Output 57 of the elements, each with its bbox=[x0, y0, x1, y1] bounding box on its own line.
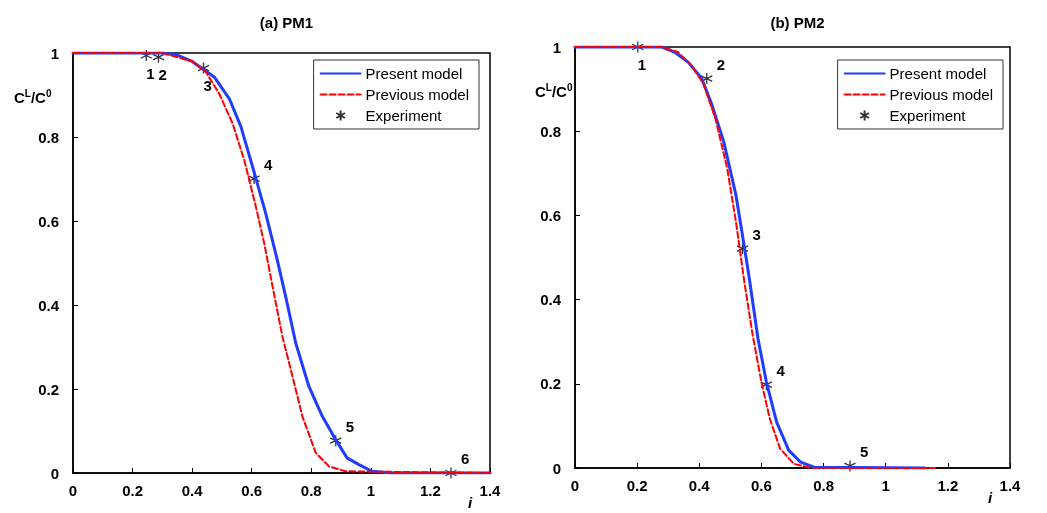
annotation: 1 bbox=[146, 64, 155, 82]
y-tick-label: 0.2 bbox=[540, 375, 561, 393]
x-tick-label: 0 bbox=[68, 482, 78, 499]
annotation: 3 bbox=[203, 77, 212, 95]
legend-label: Experiment bbox=[889, 107, 967, 124]
x-tick-label: 1.4 bbox=[999, 477, 1022, 494]
y-tick-label: 0.8 bbox=[540, 122, 561, 140]
annotation: 1 bbox=[637, 56, 647, 73]
y-axis-title: C$^{L}$/C$^{0}$ bbox=[535, 82, 573, 100]
annotation: 2 bbox=[716, 55, 726, 73]
point bbox=[631, 40, 644, 54]
x-tick-label: 0 bbox=[570, 477, 580, 494]
annotation: 4 bbox=[264, 155, 274, 173]
chart-title: (a) PM1 bbox=[259, 14, 314, 31]
x-tick-label: 0.2 bbox=[122, 482, 143, 499]
y-tick-label: 0.8 bbox=[38, 128, 59, 146]
y-tick-label: 1 bbox=[50, 44, 59, 62]
point bbox=[444, 466, 458, 480]
annotation: 5 bbox=[859, 442, 869, 460]
point bbox=[329, 434, 342, 447]
x-tick-label: 0.8 bbox=[813, 477, 834, 494]
x-tick-label: 0.6 bbox=[751, 477, 772, 494]
x-tick-label: 0.8 bbox=[300, 482, 322, 499]
y-tick-label: 0.4 bbox=[38, 296, 60, 314]
x-tick-label: 1 bbox=[881, 477, 890, 494]
y-tick-label: 1 bbox=[552, 38, 561, 56]
x-tick-label: 0.4 bbox=[181, 482, 204, 499]
x-axis-title: i bbox=[988, 489, 993, 506]
y-tick-label: 0.2 bbox=[38, 380, 59, 398]
x-tick-label: 0.2 bbox=[626, 477, 648, 494]
y-tick-label: 0.4 bbox=[540, 291, 562, 309]
point bbox=[700, 72, 713, 85]
x-tick-label: 1 bbox=[366, 482, 376, 499]
y-axis-title: C$^{L}$/C$^{0}$ bbox=[14, 88, 52, 106]
y-tick-label: 0.6 bbox=[540, 206, 561, 224]
annotation: 2 bbox=[158, 66, 167, 84]
point bbox=[736, 242, 749, 255]
y-tick-label: 0 bbox=[552, 459, 561, 477]
legend-label: Previous model bbox=[365, 86, 470, 103]
x-tick-label: 1.2 bbox=[420, 482, 441, 499]
x-axis-title: i bbox=[468, 494, 473, 511]
annotation: 3 bbox=[752, 225, 761, 243]
x-tick-label: 1.4 bbox=[479, 482, 502, 499]
y-tick-label: 0 bbox=[50, 464, 59, 482]
annotation: 6 bbox=[460, 450, 470, 467]
legend-label: Experiment bbox=[365, 107, 443, 124]
legend-label: Present model bbox=[889, 65, 987, 82]
annotation: 4 bbox=[776, 361, 786, 379]
x-tick-label: 1.2 bbox=[937, 477, 959, 494]
y-tick-label: 0.6 bbox=[38, 212, 59, 230]
annotation: 5 bbox=[345, 417, 355, 435]
legend-label: Previous model bbox=[889, 86, 994, 103]
legend-label: Present model bbox=[365, 65, 463, 82]
point bbox=[197, 61, 210, 75]
chart-title: (b) PM2 bbox=[770, 14, 825, 31]
x-tick-label: 0.6 bbox=[241, 482, 263, 499]
x-tick-label: 0.4 bbox=[688, 477, 711, 494]
